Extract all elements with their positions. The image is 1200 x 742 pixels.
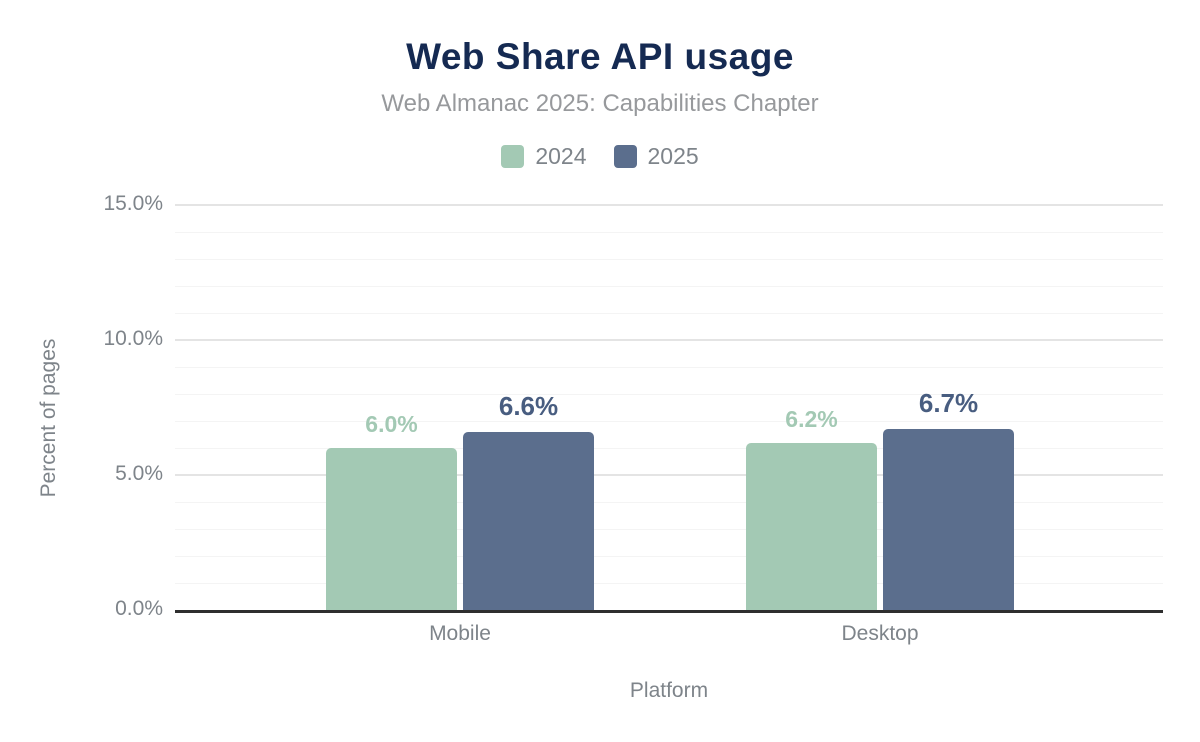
legend-swatch-2024 (501, 145, 525, 168)
legend-label-2025: 2025 (647, 143, 699, 169)
bar-2025-desktop (883, 429, 1014, 610)
bar-group-mobile: 6.0% 6.6% Mobile (326, 205, 594, 645)
minor-gridline (175, 367, 1163, 368)
y-tick-label: 10.0% (103, 327, 163, 350)
minor-gridline (175, 448, 1163, 449)
minor-gridline (175, 556, 1163, 557)
minor-gridline (175, 529, 1163, 530)
bar-2024-mobile (326, 448, 457, 610)
bar-value-label: 6.7% (918, 388, 979, 419)
bar-value-label: 6.6% (498, 390, 559, 421)
major-gridline (175, 339, 1163, 341)
minor-gridline (175, 583, 1163, 584)
chart-title: Web Share API usage (406, 36, 794, 77)
legend: 2024 2025 (0, 143, 1200, 170)
minor-gridline (175, 259, 1163, 260)
legend-item-2025: 2025 (613, 143, 699, 170)
y-tick-label: 0.0% (115, 597, 163, 620)
minor-gridline (175, 502, 1163, 503)
legend-swatch-2025 (613, 145, 637, 168)
chart-subtitle: Web Almanac 2025: Capabilities Chapter (381, 90, 819, 117)
major-gridline (175, 204, 1163, 206)
x-axis-title: Platform (629, 679, 709, 702)
bar-2024-desktop (746, 442, 877, 610)
y-axis-title: Percent of pages (37, 338, 60, 498)
legend-label-2024: 2024 (535, 143, 587, 169)
x-tick-label: Desktop (841, 622, 919, 645)
plot-area: 0.0% 5.0% 10.0% 15.0% 6.0% 6.6% Mobile 6.2% 6.7%… (103, 192, 1163, 645)
minor-gridline (175, 232, 1163, 233)
minor-gridline (175, 421, 1163, 422)
minor-gridline (175, 313, 1163, 314)
x-tick-label: Mobile (429, 622, 491, 645)
minor-gridline (175, 286, 1163, 287)
bar-value-label: 6.0% (365, 411, 418, 437)
minor-gridline (175, 394, 1163, 395)
y-tick-label: 15.0% (103, 192, 163, 215)
major-gridline (175, 474, 1163, 476)
bar-2025-mobile (463, 431, 594, 610)
legend-item-2024: 2024 (501, 143, 587, 170)
y-tick-label: 5.0% (115, 462, 163, 485)
bar-value-label: 6.2% (785, 405, 838, 432)
bar-group-desktop: 6.2% 6.7% Desktop (746, 205, 1014, 645)
